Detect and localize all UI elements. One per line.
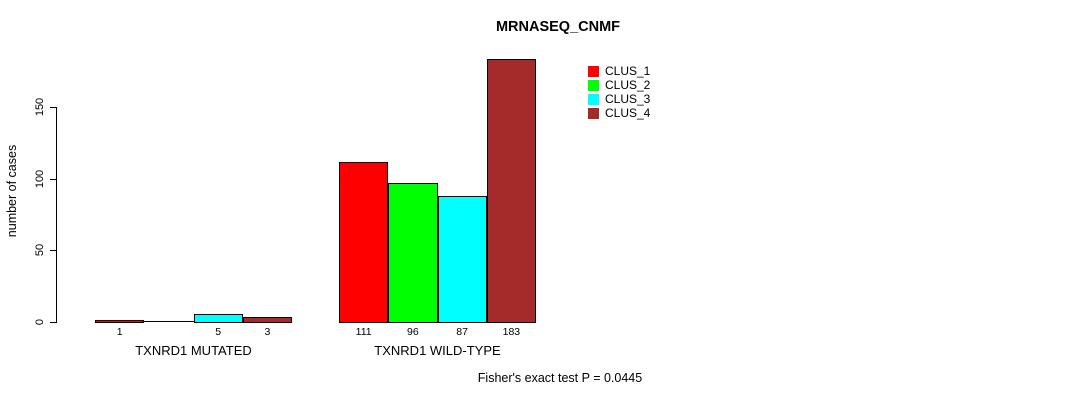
bar-clus-1-txnrd1-wild-type [339,161,389,323]
legend-label: CLUS_3 [605,92,651,106]
legend-label: CLUS_2 [605,78,651,92]
bar-clus-3-txnrd1-wild-type [437,196,487,323]
bar-value-label: 96 [407,326,419,338]
bar-value-label: 111 [355,326,372,338]
legend-swatch-clus-1 [588,66,599,77]
y-axis-tick-label: 100 [34,169,46,188]
y-axis-tick-label: 50 [34,244,46,257]
legend-item-clus-3: CLUS_3 [588,92,651,106]
bar-value-label: 183 [502,326,521,338]
legend-label: CLUS_1 [605,64,651,78]
legend-swatch-clus-4 [588,108,599,119]
bar-clus-2-txnrd1-wild-type [388,183,438,323]
y-axis-label: number of cases [5,144,19,238]
legend-item-clus-4: CLUS_4 [588,106,651,120]
y-axis-tick [50,322,57,323]
y-axis-tick [50,250,57,252]
y-axis-line [56,107,57,322]
bar-value-label: 1 [116,326,123,338]
category-label-txnrd1-wild-type: TXNRD1 WILD-TYPE [374,343,501,358]
legend-swatch-clus-3 [588,94,599,105]
category-label-txnrd1-mutated: TXNRD1 MUTATED [135,343,252,358]
bar-value-label: 5 [215,326,222,338]
bar-clus-3-txnrd1-mutated [193,313,243,323]
legend-item-clus-2: CLUS_2 [588,78,651,92]
chart-title: MRNASEQ_CNMF [495,19,621,35]
y-axis-tick [50,107,57,108]
bar-value-label: 87 [456,326,468,338]
legend: CLUS_1 CLUS_2 CLUS_3 CLUS_4 [588,64,651,122]
legend-item-clus-1: CLUS_1 [588,64,651,78]
fisher-test-annotation: Fisher's exact test P = 0.0445 [477,371,643,385]
legend-label: CLUS_4 [605,106,651,120]
bar-clus-2-txnrd1-mutated [144,321,194,322]
bar-clus-4-txnrd1-mutated [242,316,292,323]
bar-clus-1-txnrd1-mutated [95,319,145,323]
y-axis-tick [50,178,57,180]
bar-clus-4-txnrd1-wild-type [486,58,536,323]
legend-swatch-clus-2 [588,80,599,91]
y-axis-tick-label: 150 [34,97,46,117]
y-axis-tick-label: 0 [34,318,46,326]
bar-value-label: 3 [264,326,271,338]
